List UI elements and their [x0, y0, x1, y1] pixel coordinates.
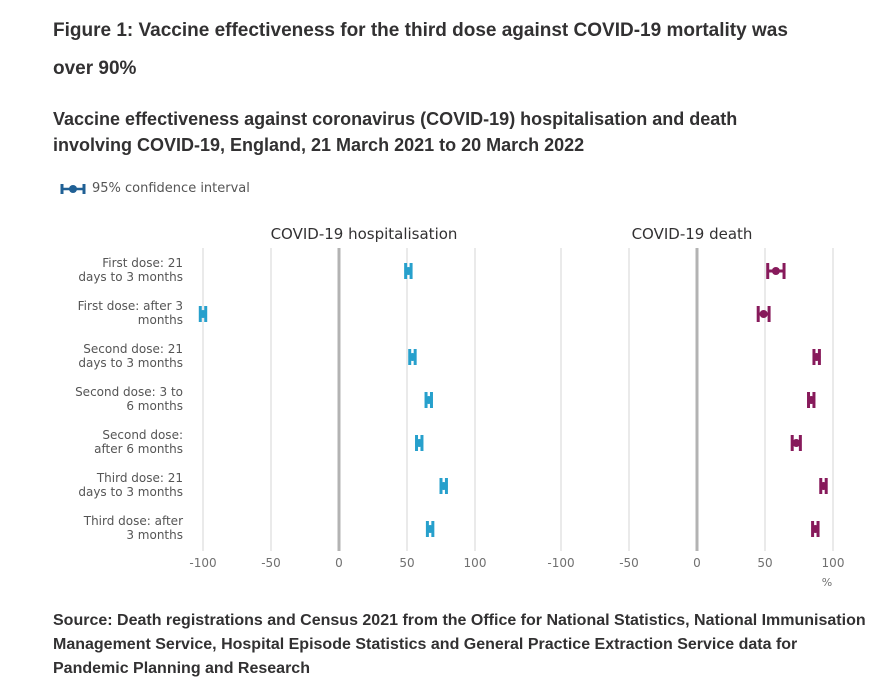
panel-title: COVID-19 death [632, 225, 753, 243]
data-point [759, 310, 768, 318]
data-point [408, 353, 417, 361]
data-point [426, 525, 435, 533]
x-axis-unit: % [822, 576, 832, 589]
chart-title: Vaccine effectiveness against coronaviru… [53, 109, 738, 155]
data-point [792, 439, 801, 447]
data-point-ci [756, 306, 771, 322]
data-point-ci [424, 392, 433, 408]
data-point [439, 482, 448, 490]
data-point-ci [404, 263, 413, 279]
data-point [404, 267, 413, 275]
data-point-ci [790, 435, 802, 451]
category-label: First dose: after 3 months [78, 299, 183, 327]
panel-title: COVID-19 hospitalisation [271, 225, 458, 243]
x-tick-label: 0 [335, 556, 343, 570]
data-point [807, 396, 816, 404]
data-point-ci [811, 521, 820, 537]
chart: First dose: 21 days to 3 months First dose… [75, 225, 844, 589]
x-tick-label: -100 [547, 556, 574, 570]
panel-hospitalisation: COVID-19 hospitalisation -100 -50 0 50 100 [189, 225, 486, 570]
category-label: Second dose: 3 to 6 months [75, 385, 183, 413]
data-point-ci [819, 478, 828, 494]
x-tick-label: 0 [693, 556, 701, 570]
legend: 95% confidence interval [60, 181, 250, 196]
x-tick-label: 100 [464, 556, 487, 570]
x-tick-label: 50 [757, 556, 772, 570]
data-point [819, 482, 828, 490]
x-tick-label: 50 [399, 556, 414, 570]
category-label: Third dose: 21 days to 3 months [78, 471, 183, 499]
data-point [415, 439, 424, 447]
data-point-ci [415, 435, 424, 451]
data-point-ci [766, 263, 786, 279]
data-point [199, 310, 207, 318]
category-label: Second dose: 21 days to 3 months [78, 342, 183, 370]
confidence-interval-icon [60, 183, 86, 194]
data-point-ci [425, 521, 435, 537]
x-tick-label: -100 [189, 556, 216, 570]
category-label: Second dose: after 6 months [94, 428, 183, 456]
source-note: Source: Death registrations and Census 2… [53, 612, 866, 677]
x-tick-label: 100 [822, 556, 845, 570]
data-point-ci [408, 349, 417, 365]
category-label: First dose: 21 days to 3 months [78, 256, 183, 284]
x-tick-label: -50 [619, 556, 639, 570]
data-point-ci [807, 392, 816, 408]
panel-death: COVID-19 death -100 -50 0 50 100% [547, 225, 844, 589]
data-point [424, 396, 433, 404]
y-axis-labels: First dose: 21 days to 3 months First dose… [75, 256, 183, 542]
x-tick-label: -50 [261, 556, 281, 570]
data-point-ci [198, 306, 208, 322]
data-point [771, 267, 780, 275]
figure-title: Figure 1: Vaccine effectiveness for the … [53, 20, 788, 79]
category-label: Third dose: after 3 months [83, 514, 183, 542]
data-point [812, 353, 821, 361]
data-point-ci [812, 349, 821, 365]
legend-label: 95% confidence interval [92, 181, 250, 196]
data-point [811, 525, 820, 533]
data-point-ci [439, 478, 448, 494]
